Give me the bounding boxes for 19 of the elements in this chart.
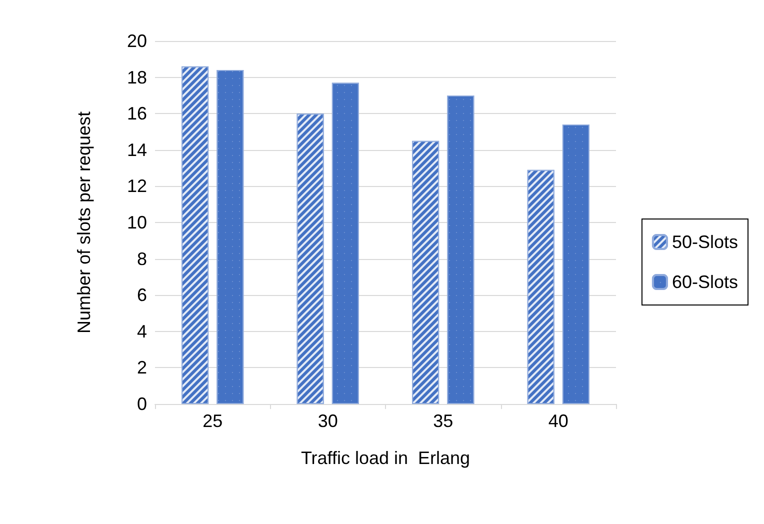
- y-tick-label: 4: [136, 321, 147, 342]
- y-tick-label: 12: [126, 176, 147, 196]
- legend-label: 50-Slots: [672, 232, 738, 252]
- x-tick-label: 40: [548, 411, 568, 431]
- x-tick-label: 25: [202, 411, 223, 431]
- y-tick-label: 18: [126, 67, 147, 88]
- x-tick-label: 35: [433, 411, 454, 431]
- y-tick-label: 14: [126, 140, 147, 160]
- y-axis-title: Number of slots per request: [74, 111, 94, 334]
- y-tick-label: 10: [126, 212, 147, 232]
- legend-label: 60-Slots: [672, 272, 738, 292]
- x-tick-label: 30: [318, 411, 338, 431]
- y-tick-label: 6: [136, 285, 147, 306]
- y-tick-label: 8: [136, 248, 147, 269]
- x-axis-title: Traffic load in Erlang: [300, 448, 470, 468]
- y-tick-label: 0: [136, 394, 147, 414]
- y-tick-label: 20: [126, 31, 147, 51]
- y-tick-label: 16: [126, 104, 147, 124]
- y-tick-label: 2: [136, 358, 147, 378]
